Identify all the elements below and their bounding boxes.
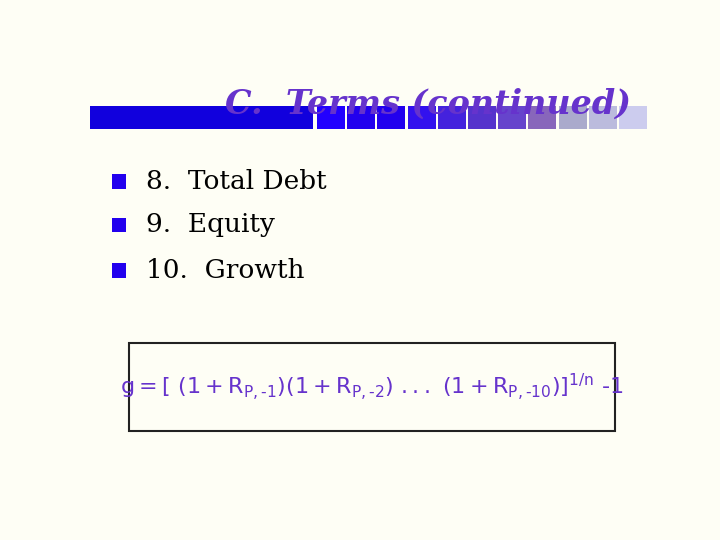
Text: C.  Terms (continued): C. Terms (continued) (225, 88, 631, 121)
Text: 9.  Equity: 9. Equity (145, 212, 274, 238)
Text: 10.  Growth: 10. Growth (145, 258, 305, 283)
Text: $\mathrm{g = [ \ (1 + R_{P,\text{-}1})(1 + R_{P,\text{-}2})\ ...\ (1 + R_{P,\tex: $\mathrm{g = [ \ (1 + R_{P,\text{-}1})(1… (120, 372, 624, 403)
Bar (619, 106, 647, 129)
Bar (112, 264, 126, 278)
Bar (129, 343, 615, 431)
Bar (377, 106, 405, 129)
Text: 8.  Total Debt: 8. Total Debt (145, 168, 326, 194)
Bar (90, 106, 313, 129)
Bar (498, 106, 526, 129)
Bar (589, 106, 617, 129)
Bar (438, 106, 466, 129)
Bar (468, 106, 496, 129)
Bar (408, 106, 436, 129)
Bar (317, 106, 345, 129)
Bar (112, 174, 126, 188)
Bar (112, 218, 126, 232)
Bar (347, 106, 375, 129)
Bar (559, 106, 587, 129)
Bar (528, 106, 557, 129)
